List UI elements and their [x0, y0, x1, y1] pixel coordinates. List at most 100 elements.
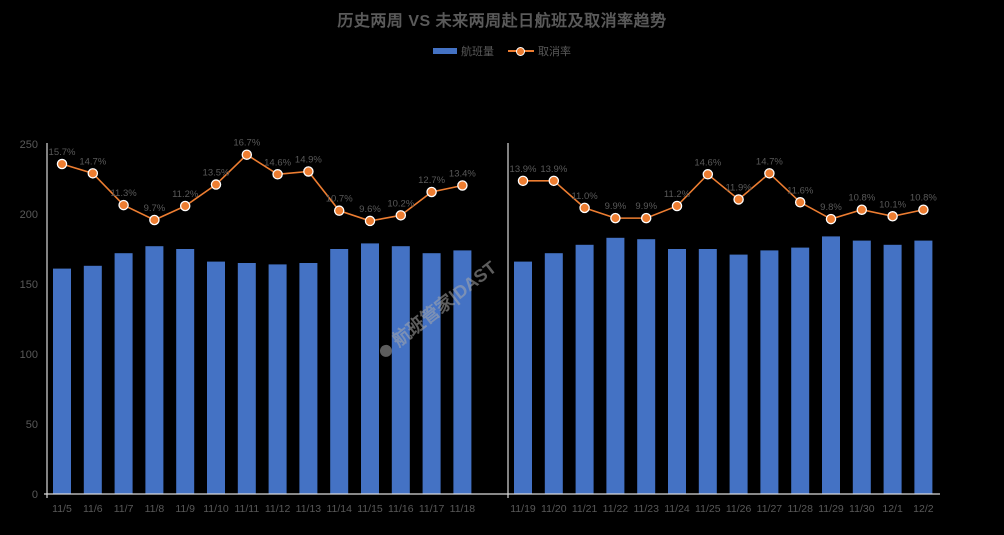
x-tick-label: 11/21 [572, 503, 598, 515]
line-marker [764, 168, 775, 179]
line-marker [918, 204, 929, 215]
x-tick-label: 11/16 [388, 503, 414, 515]
bar [760, 250, 779, 494]
x-axis-labels: 11/5 11/6 11/7 11/8 11/9 11/10 11/11 11/12 11/13… [52, 503, 934, 515]
x-tick-label: 11/22 [603, 503, 629, 515]
bar-series-flights [53, 236, 933, 495]
line-marker [395, 210, 407, 221]
x-tick-label: 11/13 [296, 503, 322, 515]
data-label: 11.3% [110, 188, 137, 199]
line-marker [210, 179, 222, 190]
data-label: 11.2% [172, 189, 199, 200]
bar [698, 249, 717, 494]
line-marker [856, 204, 868, 215]
x-tick-label: 11/15 [357, 503, 383, 515]
bar [361, 243, 379, 494]
bar [729, 254, 748, 494]
bar [668, 249, 686, 494]
x-tick-label: 11/28 [787, 503, 813, 515]
line-marker-swatch-icon [508, 46, 534, 56]
cancel-rate-line [523, 172, 924, 220]
bar [391, 246, 410, 494]
bar [453, 250, 472, 494]
line-marker [303, 166, 314, 177]
data-label: 13.4% [449, 168, 476, 179]
legend-label-flights: 航班量 [461, 46, 494, 58]
data-label: 14.6% [694, 157, 721, 168]
bar [299, 263, 318, 494]
data-label: 15.7% [49, 147, 76, 158]
bar [268, 264, 287, 494]
line-marker [702, 169, 714, 180]
line-marker [56, 158, 68, 170]
y-tick-label: 150 [20, 279, 38, 291]
bar [606, 237, 625, 495]
y-tick-label: 250 [20, 139, 38, 151]
data-label: 9.9% [635, 201, 657, 212]
y-tick-label: 0 [32, 489, 38, 501]
line-marker [887, 211, 898, 222]
legend-item-flights: 航班量 [433, 43, 494, 59]
x-tick-label: 11/20 [541, 503, 567, 515]
x-tick-label: 11/9 [175, 503, 195, 515]
data-label: 12.7% [418, 175, 445, 186]
x-tick-label: 11/19 [510, 503, 536, 515]
line-marker [364, 215, 376, 227]
line-marker [548, 175, 560, 187]
x-tick-label: 11/30 [849, 503, 875, 515]
line-series-cancel-rate: 15.7%14.7%11.3%9.7%11.2%13.5%16.7%14.6% 1… [49, 138, 937, 227]
x-tick-label: 11/25 [695, 503, 721, 515]
line-marker [118, 199, 129, 211]
line-marker [457, 180, 468, 191]
line-marker [733, 194, 744, 205]
bar [883, 244, 902, 494]
y-tick-label: 100 [20, 349, 38, 361]
bar [637, 239, 656, 494]
line-marker [794, 197, 806, 208]
bar [207, 261, 225, 494]
chart-title: 历史两周 VS 未来两周赴日航班及取消率趋势 [337, 13, 667, 30]
data-label: 14.7% [756, 156, 783, 167]
legend-label-cancel-rate: 取消率 [538, 46, 571, 58]
x-tick-label: 11/11 [234, 503, 259, 515]
data-label: 14.7% [79, 156, 106, 167]
x-tick-label: 11/6 [83, 503, 103, 515]
bar-swatch-icon [433, 48, 457, 54]
data-label: 11.2% [664, 189, 691, 200]
line-marker [517, 175, 529, 187]
x-tick-label: 11/24 [664, 503, 690, 515]
line-marker [87, 168, 99, 179]
x-tick-label: 11/5 [52, 503, 72, 515]
data-label: 9.7% [144, 203, 166, 214]
x-tick-label: 11/8 [145, 503, 165, 515]
data-label: 10.7% [326, 194, 353, 205]
bar [237, 263, 256, 494]
x-tick-label: 11/17 [419, 503, 445, 515]
data-label: 9.6% [359, 204, 381, 215]
data-label: 9.8% [820, 202, 842, 213]
data-label: 9.9% [605, 201, 627, 212]
x-tick-label: 11/29 [818, 503, 844, 515]
chart-legend: 航班量 取消率 [0, 43, 1004, 59]
data-label: 11.9% [725, 182, 752, 193]
bar [575, 244, 594, 494]
x-tick-label: 11/14 [326, 503, 352, 515]
y-tick-label: 50 [26, 419, 38, 431]
x-tick-label: 11/7 [114, 503, 134, 515]
x-tick-label: 12/1 [882, 503, 903, 515]
line-marker [272, 169, 283, 180]
line-marker [426, 186, 437, 198]
data-label: 10.2% [387, 198, 414, 209]
bar [330, 249, 349, 494]
data-label: 10.8% [910, 193, 937, 204]
legend-item-cancel-rate: 取消率 [508, 43, 571, 59]
x-tick-label: 11/27 [757, 503, 783, 515]
line-marker [333, 205, 345, 216]
line-marker [610, 212, 621, 224]
data-label: 13.9% [540, 164, 567, 175]
bar [145, 246, 164, 494]
data-label: 16.7% [233, 138, 260, 149]
data-label: 11.0% [571, 191, 598, 202]
data-label: 13.5% [203, 168, 230, 179]
